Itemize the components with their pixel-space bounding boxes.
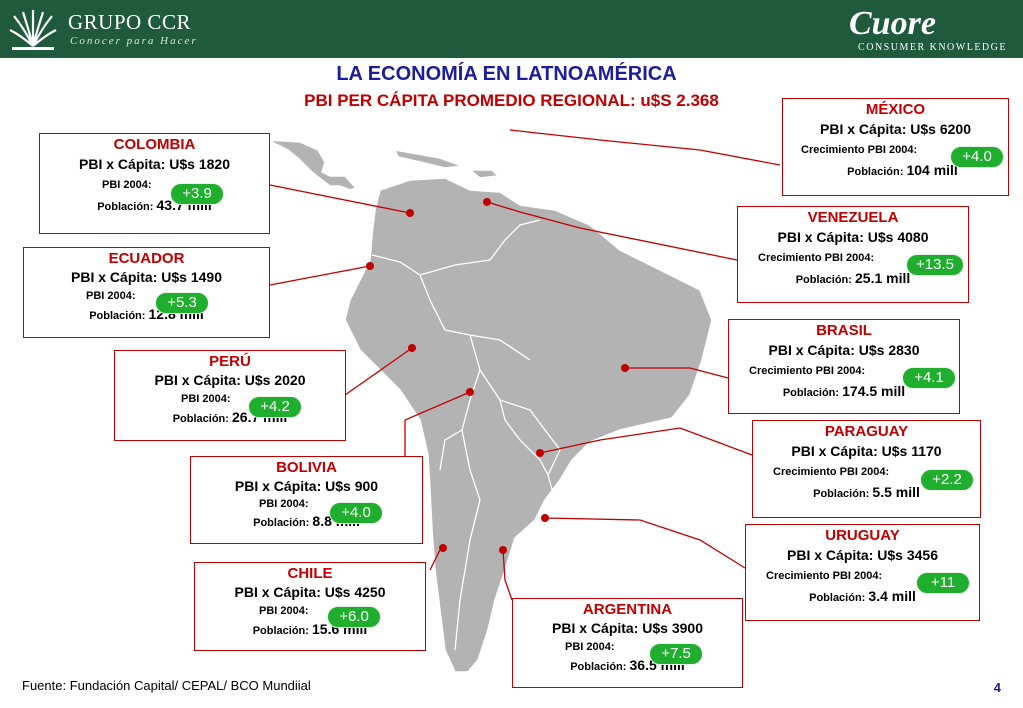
partner-name: Cuore bbox=[849, 5, 936, 42]
growth-label: PBI 2004: bbox=[86, 290, 136, 302]
population-row: Población: 5.5 mill bbox=[753, 484, 980, 502]
population-label: Población: bbox=[253, 517, 310, 529]
country-name: BRASIL bbox=[816, 322, 872, 339]
country-box-paraguay: PARAGUAY PBI x Cápita: U$s 1170 Crecimie… bbox=[752, 420, 981, 518]
growth-label: Crecimiento PBI 2004: bbox=[773, 466, 890, 478]
growth-badge-mexico: +4.0 bbox=[950, 146, 1004, 168]
growth-badge-chile: +6.0 bbox=[327, 606, 381, 628]
country-name: CHILE bbox=[287, 565, 333, 582]
population-label: Población: bbox=[172, 413, 229, 425]
population-row: Población: 3.4 mill bbox=[746, 588, 979, 606]
population-label: Población: bbox=[89, 310, 146, 322]
population-label: Población: bbox=[570, 661, 627, 673]
growth-label: Crecimiento PBI 2004: bbox=[758, 252, 875, 264]
growth-label: PBI 2004: bbox=[259, 605, 309, 617]
country-box-peru: PERÚ PBI x Cápita: U$s 2020 PBI 2004: Po… bbox=[114, 350, 346, 441]
south-america-shape bbox=[344, 177, 713, 673]
growth-badge-uruguay: +11 bbox=[916, 572, 970, 594]
country-name: COLOMBIA bbox=[113, 136, 196, 153]
population-row: Población: 43.7 mill bbox=[40, 197, 269, 215]
population-row: Población: 25.1 mill bbox=[738, 270, 968, 288]
growth-badge-bolivia: +4.0 bbox=[329, 502, 383, 524]
page-subtitle: PBI PER CÁPITA PROMEDIO REGIONAL: u$S 2.… bbox=[304, 91, 719, 110]
cuba-shape bbox=[394, 149, 463, 169]
growth-badge-argentina: +7.5 bbox=[649, 643, 703, 665]
population-row: Población: 15.6 mill bbox=[195, 621, 425, 639]
population-value: 5.5 mill bbox=[872, 484, 920, 500]
growth-label: PBI 2004: bbox=[259, 498, 309, 510]
header-bar: GRUPO CCR Conocer para Hacer Cuore CONSU… bbox=[0, 0, 1023, 58]
page-number: 4 bbox=[993, 680, 1001, 695]
ccr-leaf-icon bbox=[9, 10, 57, 50]
country-box-bolivia: BOLIVIA PBI x Cápita: U$s 900 PBI 2004: … bbox=[190, 456, 423, 544]
country-name: VENEZUELA bbox=[807, 209, 899, 226]
population-label: Población: bbox=[847, 166, 904, 178]
growth-label: Crecimiento PBI 2004: bbox=[801, 144, 918, 156]
country-box-colombia: COLOMBIA PBI x Cápita: U$s 1820 PBI 2004… bbox=[39, 133, 270, 234]
page-title: LA ECONOMÍA EN LATNOAMÉRICA bbox=[336, 63, 677, 85]
population-row: Población: 174.5 mill bbox=[729, 383, 959, 401]
central-america-shape bbox=[267, 139, 357, 191]
country-box-chile: CHILE PBI x Cápita: U$s 4250 PBI 2004: P… bbox=[194, 562, 426, 651]
country-name: URUGUAY bbox=[825, 527, 900, 544]
growth-label: PBI 2004: bbox=[102, 179, 152, 191]
country-name: MÉXICO bbox=[865, 101, 926, 118]
growth-badge-colombia: +3.9 bbox=[170, 183, 224, 205]
population-label: Población: bbox=[97, 201, 154, 213]
hispaniola-shape bbox=[469, 169, 499, 179]
gdp-per-capita: PBI x Cápita: U$s 1820 bbox=[79, 156, 230, 172]
population-row: Población: 26.7 mill bbox=[115, 409, 345, 427]
country-box-ecuador: ECUADOR PBI x Cápita: U$s 1490 PBI 2004:… bbox=[23, 247, 270, 338]
population-label: Población: bbox=[782, 387, 840, 399]
growth-label: Crecimiento PBI 2004: bbox=[749, 365, 866, 377]
growth-badge-brasil: +4.1 bbox=[902, 367, 956, 389]
country-name: ARGENTINA bbox=[582, 601, 673, 618]
source-note: Fuente: Fundación Capital/ CEPAL/ BCO Mu… bbox=[22, 678, 311, 693]
population-row: Población: 104 mill bbox=[783, 162, 1008, 180]
gdp-per-capita: PBI x Cápita: U$s 4250 bbox=[234, 584, 386, 600]
gdp-per-capita: PBI x Cápita: U$s 3456 bbox=[787, 547, 938, 563]
population-row: Población: 12.8 mill bbox=[24, 306, 269, 324]
population-label: Población: bbox=[809, 592, 866, 604]
country-box-argentina: ARGENTINA PBI x Cápita: U$s 3900 PBI 200… bbox=[512, 598, 743, 688]
gdp-per-capita: PBI x Cápita: U$s 3900 bbox=[552, 620, 703, 636]
gdp-per-capita: PBI x Cápita: U$s 2830 bbox=[768, 342, 920, 358]
brand-tagline: Conocer para Hacer bbox=[70, 35, 198, 47]
country-name: PERÚ bbox=[209, 353, 251, 370]
growth-label: PBI 2004: bbox=[181, 393, 231, 405]
gdp-per-capita: PBI x Cápita: U$s 1170 bbox=[791, 443, 942, 459]
growth-badge-paraguay: +2.2 bbox=[920, 469, 974, 491]
growth-badge-peru: +4.2 bbox=[248, 396, 302, 418]
growth-badge-ecuador: +5.3 bbox=[155, 292, 209, 314]
growth-label: PBI 2004: bbox=[565, 641, 615, 653]
partner-tagline: CONSUMER KNOWLEDGE bbox=[858, 42, 1007, 53]
growth-label: Crecimiento PBI 2004: bbox=[766, 570, 883, 582]
country-name: ECUADOR bbox=[108, 250, 185, 267]
gdp-per-capita: PBI x Cápita: U$s 900 bbox=[234, 478, 379, 494]
population-value: 174.5 mill bbox=[842, 383, 906, 399]
population-row: Población: 36.5 mill bbox=[513, 657, 742, 675]
gdp-per-capita: PBI x Cápita: U$s 4080 bbox=[777, 229, 929, 245]
gdp-per-capita: PBI x Cápita: U$s 2020 bbox=[154, 372, 306, 388]
population-value: 3.4 mill bbox=[868, 588, 916, 604]
gdp-per-capita: PBI x Cápita: U$s 1490 bbox=[71, 269, 222, 285]
population-label: Población: bbox=[813, 488, 870, 500]
country-name: BOLIVIA bbox=[276, 459, 337, 476]
population-value: 104 mill bbox=[906, 162, 958, 178]
brand-name: GRUPO CCR bbox=[68, 10, 191, 34]
population-value: 25.1 mill bbox=[855, 270, 911, 286]
population-row: Población: 8.8 mill bbox=[191, 513, 422, 531]
country-box-venezuela: VENEZUELA PBI x Cápita: U$s 4080 Crecimi… bbox=[737, 206, 969, 303]
country-box-brasil: BRASIL PBI x Cápita: U$s 2830 Crecimient… bbox=[728, 319, 960, 414]
gdp-per-capita: PBI x Cápita: U$s 6200 bbox=[820, 121, 971, 137]
population-label: Población: bbox=[795, 274, 852, 286]
population-label: Población: bbox=[252, 625, 309, 637]
country-name: PARAGUAY bbox=[824, 423, 909, 440]
growth-badge-venezuela: +13.5 bbox=[906, 254, 964, 276]
cuore-logo: Cuore bbox=[849, 5, 936, 42]
